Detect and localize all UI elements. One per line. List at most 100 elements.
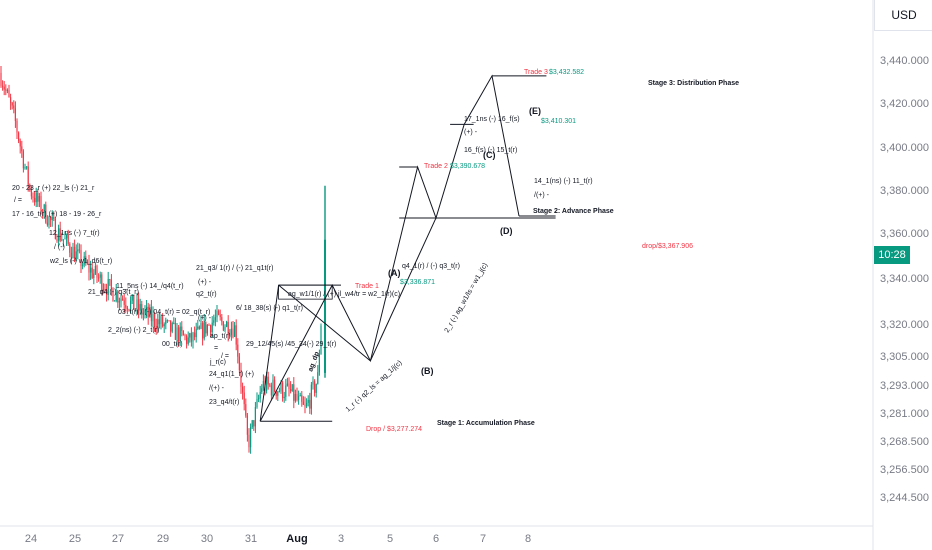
- candle-body: [261, 388, 263, 392]
- candle-body: [43, 204, 45, 213]
- annotation-text: (+) -: [464, 129, 478, 136]
- candle-body: [267, 376, 269, 385]
- candle-body: [192, 332, 194, 342]
- trade-2-price: $3,390.678: [450, 163, 485, 170]
- time-tick-label: 7: [480, 533, 486, 545]
- price-tick-label: 3,440.000: [880, 55, 929, 67]
- candle-body: [50, 216, 52, 221]
- trade-3-label: Trade 3: [524, 69, 548, 76]
- wave-triangle-line: [278, 284, 371, 362]
- annotation-text: q2_t(r): [196, 291, 217, 298]
- candle-body: [30, 188, 32, 197]
- candle-body: [104, 289, 106, 290]
- candle-body: [219, 314, 221, 318]
- wave-triangle-line: [259, 285, 280, 422]
- annotation-labels: Trade 1 $3,336.871 Trade 2 $3,390.678 Trade …: [12, 69, 739, 433]
- candle-body: [234, 325, 236, 337]
- last-price-time-badge: 10:28: [874, 246, 910, 264]
- candle-body: [38, 196, 40, 202]
- candle-body: [210, 325, 212, 333]
- candle-body: [19, 140, 21, 147]
- candle-body: [214, 317, 216, 321]
- candle-body: [230, 328, 232, 335]
- candle-body: [213, 320, 215, 323]
- candle-body: [324, 239, 326, 373]
- trade-3-price: $3,432.582: [549, 69, 584, 76]
- trade-1-label: Trade 1: [355, 283, 379, 290]
- candle-body: [275, 391, 277, 396]
- candle-body: [250, 427, 252, 448]
- annotation-text: 21_q4 (-) q3(t_r): [88, 289, 139, 296]
- candle-body: [186, 335, 188, 344]
- price-tick-label: 3,244.500: [880, 492, 929, 504]
- time-tick-label: 5: [387, 533, 393, 545]
- candle-body: [42, 211, 44, 213]
- currency-selector[interactable]: USD: [874, 0, 932, 31]
- candle-body: [8, 90, 10, 98]
- candle-body: [45, 204, 47, 223]
- candle-body: [152, 314, 154, 322]
- candle-body: [216, 310, 218, 318]
- candle-body: [48, 216, 50, 226]
- candle-body: [72, 246, 74, 259]
- annotation-text: /(+) -: [534, 192, 550, 199]
- candle-body: [197, 326, 199, 329]
- price-tick-label: 3,268.500: [880, 436, 929, 448]
- annotation-text: =: [214, 345, 218, 352]
- candle-body: [301, 395, 303, 402]
- candle-body: [107, 279, 109, 295]
- candle-body: [24, 166, 26, 169]
- candle-body: [200, 322, 202, 329]
- candle-body: [166, 320, 168, 322]
- candle-body: [77, 249, 79, 252]
- candle-body: [168, 320, 170, 322]
- candle-body: [318, 354, 320, 373]
- price-tick-label: 3,256.500: [880, 464, 929, 476]
- candle-body: [102, 289, 104, 292]
- candle-body: [123, 300, 125, 305]
- time-tick-label: 31: [245, 533, 257, 545]
- candle-body: [35, 192, 37, 203]
- candle-body: [120, 298, 122, 302]
- candle-body: [203, 321, 205, 339]
- candle-body: [110, 279, 112, 289]
- stage-1-label: Stage 1: Accumulation Phase: [437, 420, 535, 427]
- candle-body: [70, 252, 72, 259]
- candle-body: [170, 320, 172, 332]
- candle-body: [312, 381, 314, 385]
- candle-body: [133, 294, 135, 310]
- drop-2-label: drop/$3,367.906: [642, 243, 693, 250]
- candle-body: [310, 384, 312, 409]
- time-tick-label: 8: [525, 533, 531, 545]
- candle-body: [278, 391, 280, 393]
- price-tick-label: 3,281.000: [880, 408, 929, 420]
- candle-body: [85, 256, 87, 264]
- candle-body: [139, 304, 141, 311]
- wave-label: (A): [388, 268, 401, 278]
- candle-body: [18, 132, 20, 141]
- candle-body: [238, 356, 240, 371]
- candle-body: [162, 316, 164, 327]
- candle-body: [206, 325, 208, 334]
- candle-body: [142, 312, 144, 315]
- candle-body: [218, 310, 220, 315]
- time-tick-label: 25: [69, 533, 81, 545]
- candle-body: [32, 196, 34, 198]
- annotation-text: (+) -: [198, 279, 212, 286]
- candle-body: [126, 307, 128, 310]
- candle-body: [246, 415, 248, 435]
- candle-body: [272, 379, 274, 396]
- candle-body: [91, 267, 93, 278]
- candle-body: [291, 384, 293, 392]
- candle-body: [109, 279, 111, 280]
- candle-body: [29, 184, 31, 189]
- annotation-text: 24_q1(1_r) (+): [209, 371, 254, 378]
- candle-body: [266, 376, 268, 391]
- trade-2-label: Trade 2: [424, 163, 448, 170]
- candle-body: [56, 238, 58, 242]
- candle-body: [158, 319, 160, 325]
- price-tick-label: 3,420.000: [880, 98, 929, 110]
- candle-body: [134, 308, 136, 310]
